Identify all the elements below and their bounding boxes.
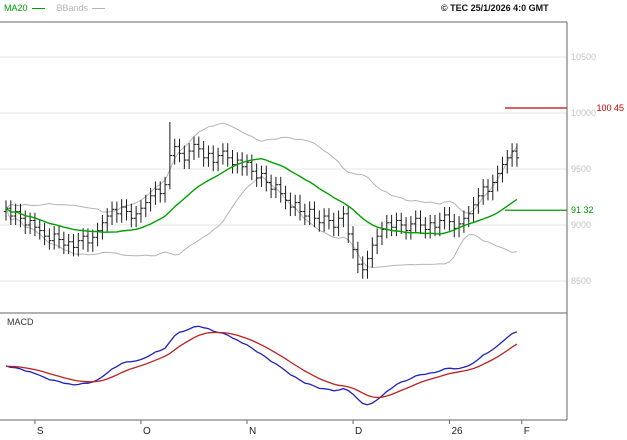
- price-tick-label: 10500: [571, 52, 596, 62]
- ma20-legend-item: MA20: [4, 3, 45, 13]
- macd-signal-line: [5, 331, 518, 399]
- x-tick-label: O: [143, 426, 151, 437]
- macd-panel-label: MACD: [7, 317, 34, 327]
- macd-line: [5, 325, 518, 406]
- price-tick-label: 8500: [571, 276, 591, 286]
- price-tick-label: 10000: [571, 108, 596, 118]
- bbands-legend-label: BBands: [56, 3, 89, 13]
- legend: MA20 BBands: [4, 3, 106, 13]
- bbands-legend-item: BBands: [57, 3, 106, 13]
- ma20-line: [5, 157, 518, 235]
- x-tick-label: 26: [451, 426, 463, 437]
- price-tick-label: 9000: [571, 220, 591, 230]
- ma20-legend-label: MA20: [4, 3, 28, 13]
- ma20-legend-swatch: [31, 7, 45, 9]
- support-level-label: 91 32: [571, 205, 594, 215]
- bb-upper-line: [5, 122, 518, 214]
- copyright-text: © TEC 25/1/2026 4:0 GMT: [441, 3, 549, 13]
- x-tick-label: N: [249, 426, 256, 437]
- price-tick-label: 9500: [571, 164, 591, 174]
- x-tick-label: D: [355, 426, 362, 437]
- resistance-level-label: 100 45: [596, 103, 624, 113]
- x-tick-label: S: [37, 426, 44, 437]
- x-tick-label: F: [524, 426, 530, 437]
- bbands-legend-swatch: [92, 7, 106, 9]
